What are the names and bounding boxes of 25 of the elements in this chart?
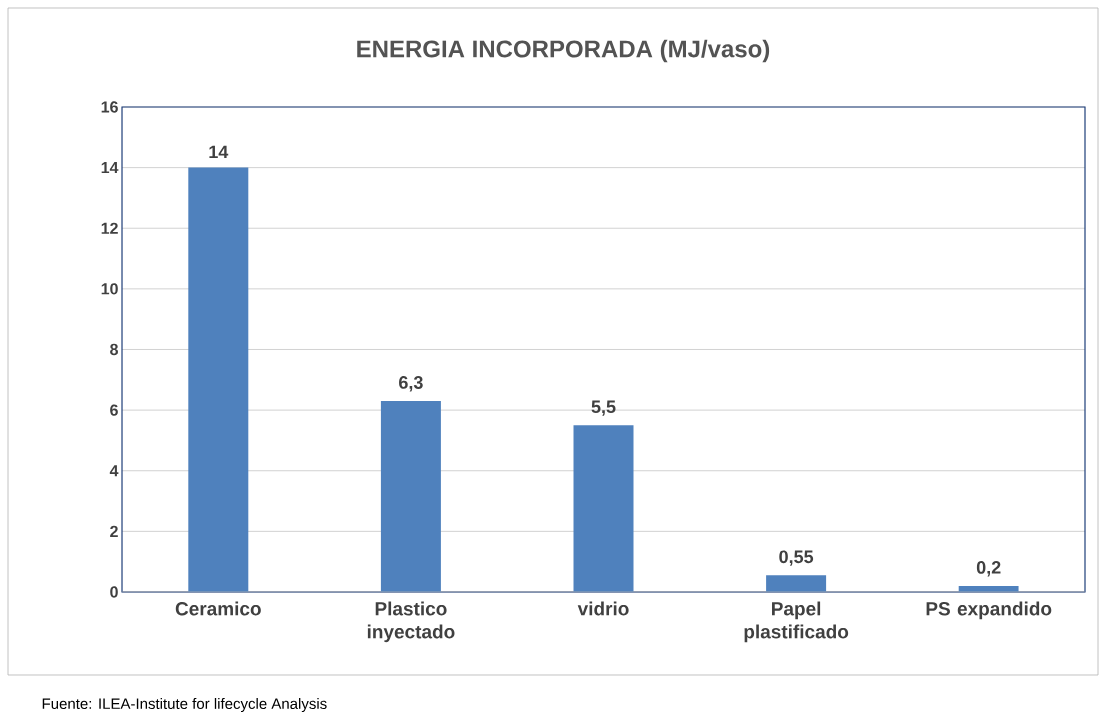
x-tick-label: vidrio	[577, 601, 629, 616]
data-label: 14	[209, 145, 229, 159]
bar	[766, 575, 827, 592]
y-tick-label: 2	[110, 525, 118, 537]
y-tick-label: 8	[110, 343, 118, 356]
chart-title: ENERGIA INCORPORADA (MJ/vaso)	[357, 39, 770, 63]
x-tick-label: Ceramico	[175, 601, 261, 616]
y-tick-label: 14	[101, 162, 119, 174]
data-label: 6,3	[399, 376, 423, 392]
x-tick-label: PS expandido	[926, 601, 1052, 620]
bar	[573, 425, 634, 592]
x-tick-label: Plastico inyectado	[367, 601, 455, 643]
source-note: Fuente: ILEA-Institute for lifecycle Analysis	[42, 697, 327, 712]
bar	[380, 401, 441, 592]
bar	[188, 167, 249, 592]
data-label: 5,5	[591, 400, 616, 416]
x-tick-label: Papel plastificado	[744, 601, 849, 643]
y-tick-label: 16	[101, 101, 118, 113]
y-tick-label: 12	[101, 222, 118, 234]
y-tick-label: 4	[109, 465, 119, 477]
y-tick-label: 10	[101, 283, 118, 295]
y-tick-label: 6	[110, 404, 118, 416]
data-label: 0,55	[779, 550, 814, 566]
data-label: 0,2	[976, 561, 1001, 577]
y-tick-label: 0	[110, 586, 118, 598]
